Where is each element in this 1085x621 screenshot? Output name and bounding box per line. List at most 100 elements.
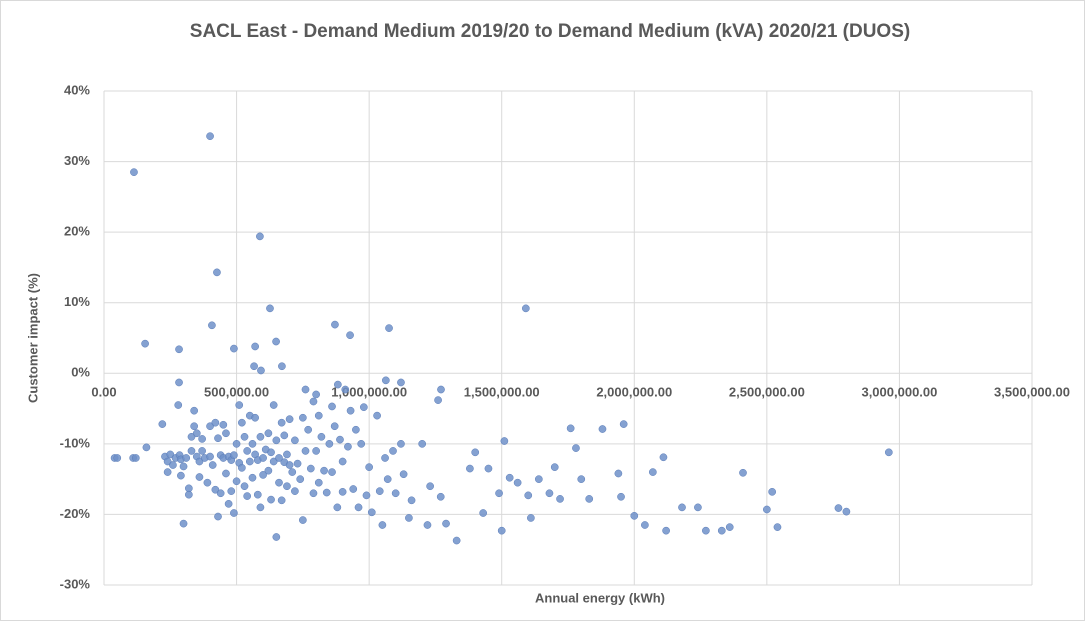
point (131, 454, 140, 462)
point (243, 447, 252, 455)
point (248, 440, 257, 448)
point (391, 489, 400, 498)
point (187, 447, 196, 455)
point (224, 499, 233, 508)
point (834, 504, 843, 512)
y-tick-label: -10% (60, 435, 91, 450)
point (614, 469, 623, 478)
point (130, 168, 138, 177)
point (322, 488, 331, 497)
point (267, 495, 275, 504)
point (500, 437, 509, 445)
point (338, 487, 347, 496)
point (359, 403, 368, 412)
point (192, 429, 201, 438)
point (277, 418, 286, 427)
point (630, 511, 639, 520)
point (211, 485, 220, 494)
point (232, 440, 241, 448)
point (245, 457, 254, 466)
y-axis-label: Customer impact (%) (25, 273, 40, 403)
point (283, 450, 291, 459)
point (198, 447, 206, 455)
x-tick-label: 3,500,000.00 (994, 385, 1070, 400)
point (141, 339, 149, 348)
x-tick-label: 2,000,000.00 (596, 385, 672, 400)
point (436, 492, 445, 501)
point (694, 503, 702, 512)
point (213, 268, 221, 277)
point (346, 331, 354, 340)
point (312, 447, 320, 455)
point (842, 507, 851, 516)
point (184, 490, 193, 499)
point (288, 468, 297, 476)
point (397, 440, 405, 448)
point (219, 420, 228, 429)
point (426, 482, 434, 491)
point (272, 436, 281, 445)
point (208, 461, 217, 469)
y-tick-label: 30% (64, 153, 90, 168)
point (566, 424, 575, 433)
point (269, 401, 278, 409)
point (182, 454, 191, 462)
point (309, 489, 318, 498)
point (256, 432, 265, 441)
point (264, 429, 273, 438)
point (291, 436, 299, 445)
point (521, 304, 530, 313)
point (479, 509, 488, 517)
point (362, 491, 371, 500)
point (248, 473, 257, 482)
point (163, 457, 172, 466)
point (113, 454, 122, 462)
point (346, 406, 355, 415)
point (617, 492, 625, 501)
point (381, 454, 389, 462)
point (367, 508, 376, 517)
point (717, 526, 726, 535)
point (659, 453, 668, 462)
point (208, 321, 216, 330)
point (619, 420, 628, 428)
x-tick-label: 500,000.00 (204, 385, 269, 400)
point (280, 431, 289, 440)
point (314, 411, 323, 420)
point (338, 457, 347, 466)
point (299, 516, 307, 524)
point (306, 464, 315, 473)
point (214, 434, 222, 443)
point (230, 451, 238, 459)
point (344, 442, 352, 451)
x-tick-label: 0.00 (91, 385, 116, 400)
point (524, 491, 533, 500)
point (534, 475, 543, 483)
point (405, 514, 413, 522)
x-axis-label: Annual energy (kWh) (535, 590, 665, 605)
point (354, 503, 363, 512)
point (497, 526, 506, 535)
point (312, 390, 320, 399)
y-tick-label: 20% (64, 224, 90, 239)
point (301, 447, 310, 455)
point (352, 425, 360, 434)
point (373, 411, 381, 420)
point (243, 492, 252, 500)
point (296, 475, 305, 483)
point (195, 473, 204, 481)
point (214, 512, 222, 521)
point (702, 526, 710, 535)
x-tick-label: 1,500,000.00 (464, 385, 540, 400)
point (238, 418, 246, 427)
point (381, 376, 390, 385)
point (442, 519, 450, 528)
point (320, 466, 328, 475)
point (216, 489, 225, 498)
point (163, 468, 172, 476)
point (267, 448, 275, 457)
point (423, 521, 432, 529)
point (407, 496, 416, 505)
